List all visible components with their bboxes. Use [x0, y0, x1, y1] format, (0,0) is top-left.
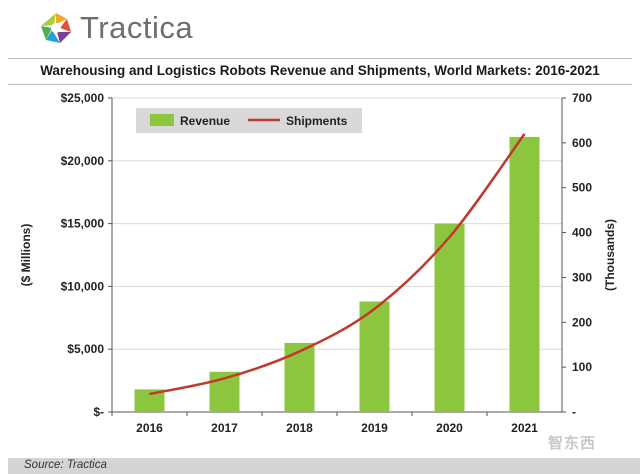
- y2-tick-label: 300: [572, 270, 592, 284]
- legend-swatch-revenue: [150, 114, 174, 126]
- y-tick-label: $25,000: [61, 91, 105, 105]
- y-axis-label: ($ Millions): [19, 224, 33, 287]
- watermark: 智东西: [548, 435, 597, 452]
- y2-axis-label: (Thousands): [603, 219, 617, 291]
- y2-tick-label: 400: [572, 226, 592, 240]
- header: Tractica: [0, 0, 640, 58]
- y2-tick-label: 500: [572, 181, 592, 195]
- x-tick-label: 2017: [211, 421, 238, 435]
- chart-title: Warehousing and Logistics Robots Revenue…: [40, 63, 600, 78]
- y2-tick-label: 100: [572, 360, 592, 374]
- legend-label-revenue: Revenue: [180, 114, 230, 128]
- y-tick-label: $-: [93, 405, 104, 419]
- y-tick-label: $5,000: [67, 342, 104, 356]
- x-tick-label: 2020: [436, 421, 463, 435]
- bar: [359, 301, 390, 412]
- bar: [509, 136, 540, 412]
- source-text: Source: Tractica: [24, 459, 107, 471]
- x-tick-label: 2016: [136, 421, 163, 435]
- bar: [134, 389, 165, 412]
- y2-tick-label: 200: [572, 315, 592, 329]
- bar: [434, 223, 465, 412]
- footer: Source: Tractica: [8, 458, 640, 474]
- title-rule: [8, 84, 632, 85]
- header-rule: [8, 58, 632, 59]
- x-tick-label: 2021: [511, 421, 538, 435]
- x-tick-label: 2019: [361, 421, 388, 435]
- brand-name: Tractica: [80, 10, 194, 45]
- y2-tick-label: -: [572, 405, 576, 419]
- y2-tick-label: 700: [572, 91, 592, 105]
- bar: [284, 342, 315, 412]
- y-tick-label: $10,000: [61, 279, 105, 293]
- tractica-logo-icon: [41, 13, 71, 43]
- y2-tick-label: 600: [572, 136, 592, 150]
- legend-label-shipments: Shipments: [286, 114, 348, 128]
- y-tick-label: $15,000: [61, 217, 105, 231]
- y-tick-label: $20,000: [61, 154, 105, 168]
- x-tick-label: 2018: [286, 421, 313, 435]
- shipments-line: [149, 133, 526, 396]
